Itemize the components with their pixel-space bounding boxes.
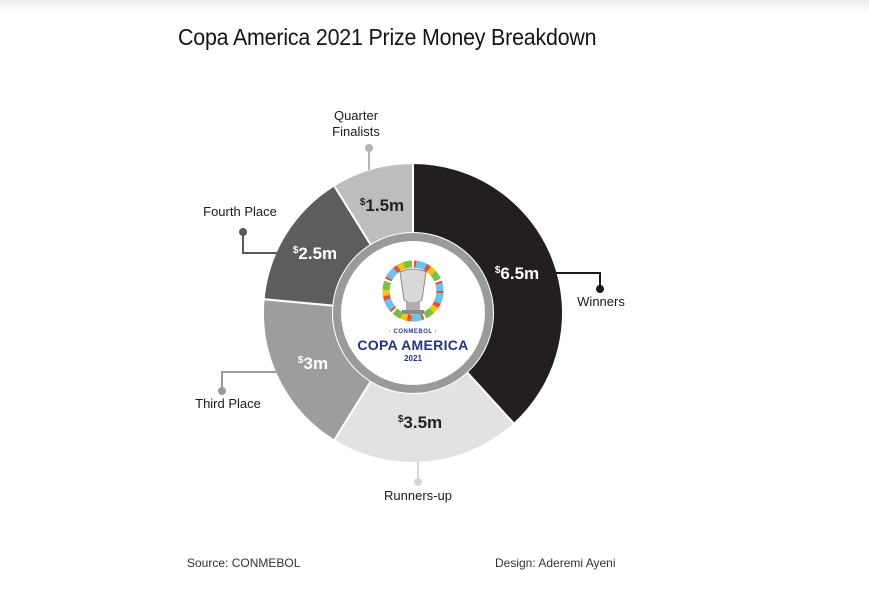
logo-copa-america-text: COPA AMERICA: [357, 337, 469, 353]
value-label-fourth-place: $2.5m: [293, 244, 337, 263]
value-label-third-place: $3m: [298, 354, 328, 373]
leader-dot-quarter-finalists: [365, 144, 373, 152]
copa-america-trophy-logo: [382, 260, 444, 322]
leader-dot-third-place: [218, 387, 226, 395]
category-label-fourth-place: Fourth Place: [203, 204, 277, 219]
category-label-quarter-finalists: Quarter Finalists: [332, 108, 380, 139]
leader-dot-winners: [596, 285, 604, 293]
value-label-runners-up: $3.5m: [398, 413, 442, 432]
leader-dot-runners-up: [414, 478, 422, 486]
logo-year-text: 2021: [404, 354, 422, 363]
source-note: Source: CONMEBOL: [187, 556, 301, 570]
design-credit: Design: Aderemi Ayeni: [495, 556, 616, 570]
value-label-winners: $6.5m: [495, 264, 539, 283]
logo-conmebol-text: · CONMEBOL ·: [388, 329, 438, 335]
category-label-third-place: Third Place: [195, 396, 261, 411]
category-label-runners-up: Runners-up: [384, 488, 452, 503]
top-bar: [0, 0, 869, 12]
category-label-winners: Winners: [577, 294, 625, 309]
leader-line-third-place: [221, 371, 278, 391]
value-label-quarter-finalists: $1.5m: [360, 196, 404, 215]
chart-title: Copa America 2021 Prize Money Breakdown: [178, 24, 597, 50]
leader-line-winners: [556, 272, 601, 289]
leader-line-fourth-place: [242, 232, 278, 254]
leader-dot-fourth-place: [239, 228, 247, 236]
